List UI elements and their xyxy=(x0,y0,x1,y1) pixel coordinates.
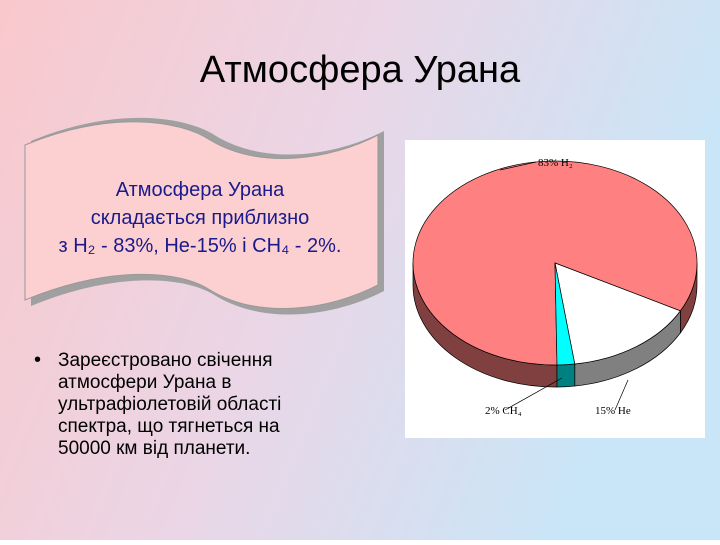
slide-title: Атмосфера Урана xyxy=(200,49,521,91)
pie-slice xyxy=(412,160,698,366)
banner-line: складається приблизно xyxy=(91,207,310,229)
pie-slice xyxy=(554,262,576,366)
slice-label: 15% He xyxy=(595,405,631,417)
slice-label: 2% CH₄ xyxy=(485,405,522,417)
leader-line xyxy=(614,379,629,411)
banner-line: з H₂ - 83%, He-15% і CH₄ - 2%. xyxy=(59,235,342,257)
bullet-line: атмосфери Урана в xyxy=(58,372,231,393)
bullet-line: Зареєстровано свічення xyxy=(58,350,273,371)
leader-line xyxy=(499,161,537,171)
banner-line: Атмосфера Урана xyxy=(116,179,285,201)
banner xyxy=(24,121,379,309)
slice-side xyxy=(556,363,576,388)
bullet-line: спектра, що тягнеться на xyxy=(58,416,280,437)
pie-slice xyxy=(554,262,681,365)
bullet-mark: • xyxy=(34,349,41,371)
bullet-line: 50000 км від планети. xyxy=(58,438,250,459)
leader-line xyxy=(504,377,563,411)
slice-label: 83% H₂ xyxy=(538,157,573,169)
bullet-line: ультрафіолетовій області xyxy=(58,394,281,415)
